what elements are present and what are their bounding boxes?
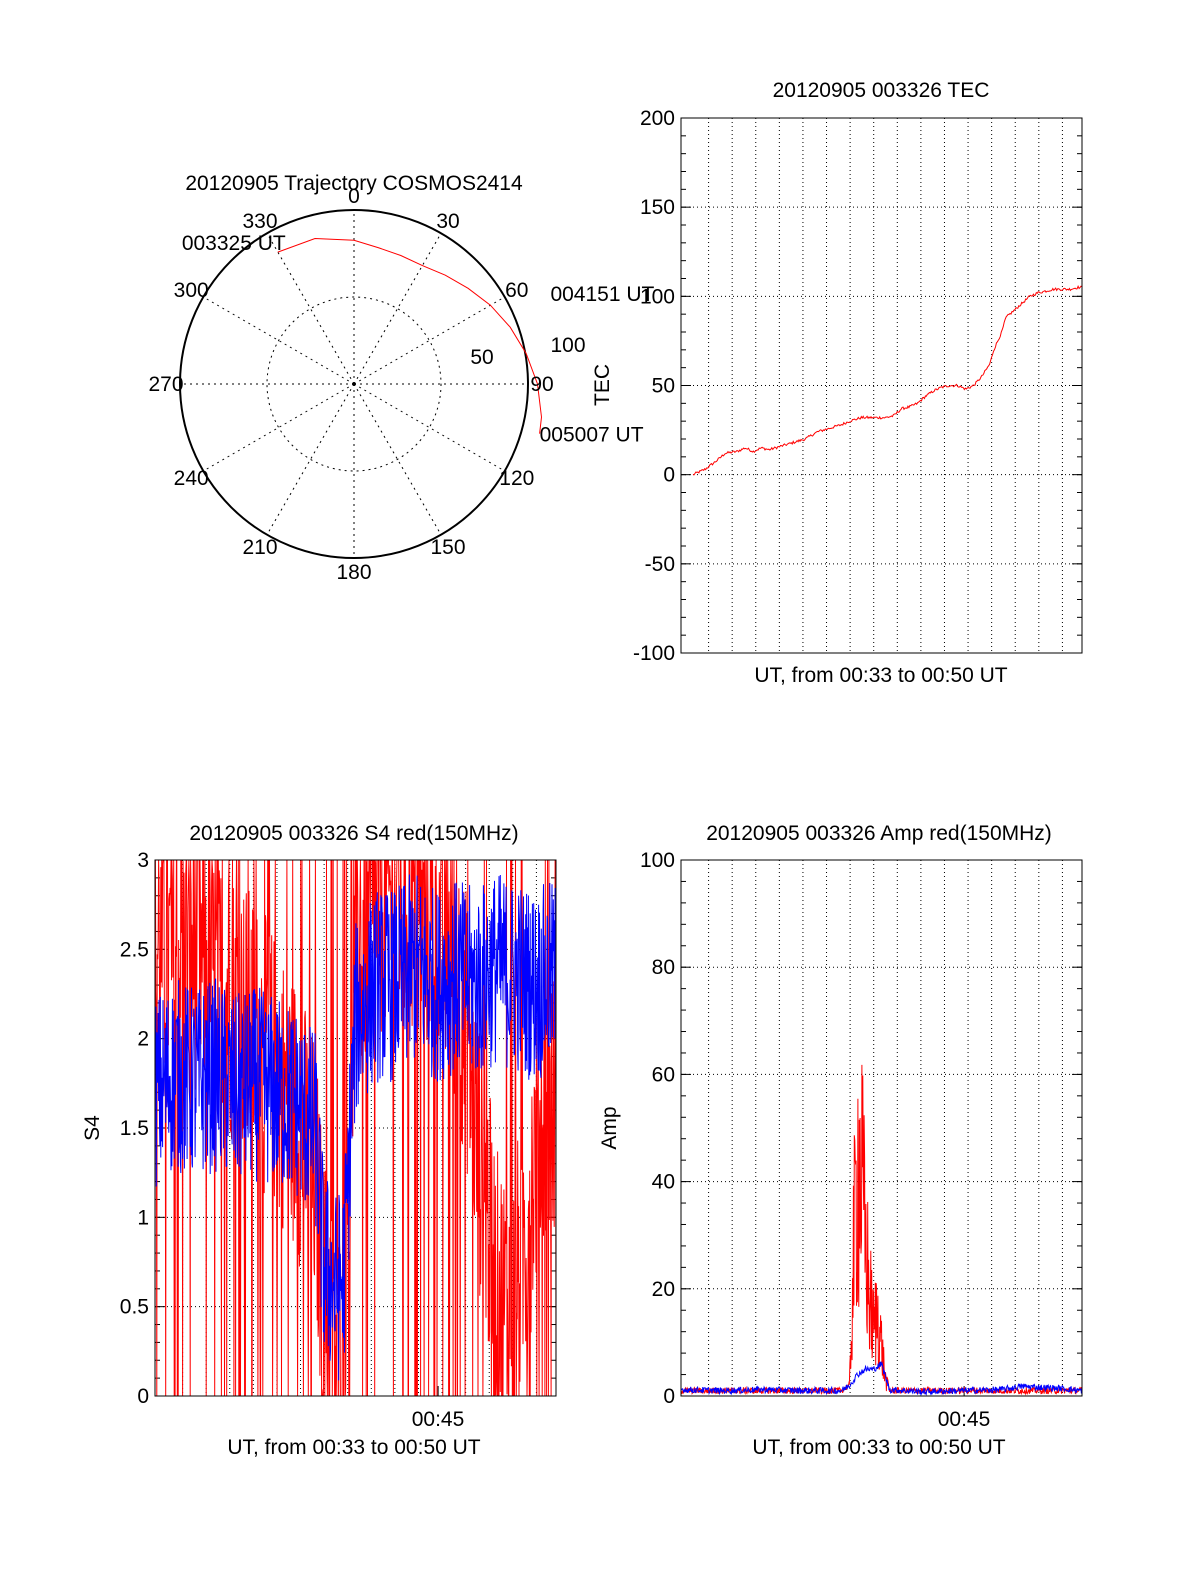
s4-frame — [154, 859, 557, 1397]
s4-ytick-label: 1.5 — [120, 1117, 149, 1140]
amp-title: 20120905 003326 Amp red(150MHz) — [706, 822, 1052, 845]
polar-spoke — [353, 296, 505, 385]
polar-labels: 0 30 60 90 120 150 180 210 240 270 300 330 50 100 0033… — [148, 185, 654, 584]
tec-ylabel: TEC — [591, 364, 614, 406]
s4-series — [154, 859, 557, 1397]
s4-ytick-label: 0.5 — [120, 1296, 149, 1319]
polar-spoke — [353, 383, 442, 535]
tec-xlabel: UT, from 00:33 to 00:50 UT — [754, 664, 1007, 687]
tec-title: 20120905 003326 TEC — [773, 79, 990, 102]
tec-ytick-label: 100 — [640, 285, 675, 308]
amp-grid — [681, 859, 1082, 1397]
tec-series-red — [692, 285, 1083, 476]
tec-ytick-label: 0 — [663, 464, 675, 487]
trajectory-polar-chart: 20120905 Trajectory COSMOS2414 0 30 60 90 12… — [148, 172, 654, 584]
s4-tick-labels: 0 0.5 1 1.5 2 2.5 3 — [120, 849, 149, 1408]
tec-tick-labels: -100 -50 0 50 100 150 200 — [633, 107, 675, 665]
tec-ytick-label: 200 — [640, 107, 675, 130]
polar-time-annotation: 003325 UT — [182, 232, 286, 255]
polar-angle-label: 210 — [242, 536, 277, 559]
polar-angle-label: 30 — [436, 210, 459, 233]
amp-ytick-label: 40 — [652, 1171, 675, 1194]
s4-xlabel: UT, from 00:33 to 00:50 UT — [227, 1436, 480, 1459]
tec-ytick-label: 50 — [652, 375, 675, 398]
amp-ytick-label: 60 — [652, 1063, 675, 1086]
polar-spoke — [353, 383, 505, 472]
polar-spoke — [353, 233, 442, 385]
tec-ytick-label: -100 — [633, 642, 675, 665]
amp-xlabel: UT, from 00:33 to 00:50 UT — [752, 1436, 1005, 1459]
polar-inner-circle — [266, 296, 442, 472]
s4-xtick-label: 00:45 — [412, 1408, 465, 1431]
s4-series-blue — [154, 874, 557, 1381]
polar-angle-label: 0 — [348, 185, 360, 208]
s4-ytick-label: 2.5 — [120, 938, 149, 961]
polar-angle-label: 60 — [505, 279, 528, 302]
amp-xtick-label: 00:45 — [938, 1408, 991, 1431]
polar-angle-label: 270 — [148, 373, 183, 396]
amp-chart: 20120905 003326 Amp red(150MHz) 0 20 40 60 8… — [598, 822, 1083, 1459]
polar-radius-label: 50 — [470, 346, 493, 369]
amp-series-blue — [680, 1361, 1083, 1397]
tec-series — [692, 285, 1083, 476]
polar-angle-label: 120 — [499, 467, 534, 490]
s4-ytick-label: 1 — [137, 1206, 149, 1229]
polar-angle-label: 240 — [174, 467, 209, 490]
tec-chart: 20120905 003326 TEC -100-50050100150200 … — [591, 79, 1083, 687]
polar-angle-label: 180 — [336, 561, 371, 584]
polar-trajectory-line — [277, 237, 543, 434]
polar-time-annotation: 005007 UT — [540, 424, 644, 447]
s4-ytick-label: 0 — [137, 1385, 149, 1408]
polar-outer-circle — [179, 209, 529, 559]
polar-grid — [179, 209, 529, 559]
polar-radius-label: 100 — [550, 334, 585, 357]
amp-ylabel: Amp — [598, 1106, 621, 1149]
polar-angle-label: 300 — [174, 279, 209, 302]
amp-ytick-label: 20 — [652, 1278, 675, 1301]
polar-spoke — [266, 383, 355, 535]
amp-ytick-label: 100 — [640, 849, 675, 872]
amp-series-red — [680, 1064, 1083, 1396]
polar-series — [277, 237, 543, 434]
s4-ylabel: S4 — [81, 1115, 104, 1141]
amp-ytick-label: 0 — [663, 1385, 675, 1408]
polar-angle-label: 150 — [430, 536, 465, 559]
polar-angle-label: 90 — [530, 373, 553, 396]
tec-ytick-label: 150 — [640, 196, 675, 219]
polar-spoke — [266, 233, 355, 385]
polar-title: 20120905 Trajectory COSMOS2414 — [185, 172, 523, 195]
polar-spoke — [203, 296, 355, 385]
amp-series — [680, 1064, 1083, 1397]
s4-series-red — [154, 859, 557, 1397]
tec-ytick-label: -50 — [645, 553, 675, 576]
s4-ytick-label: 2 — [137, 1028, 149, 1051]
tec-grid — [681, 117, 1082, 654]
amp-ytick-label: 80 — [652, 956, 675, 979]
polar-angle-label: 330 — [242, 210, 277, 233]
amp-frame — [680, 859, 1083, 1397]
s4-ytick-label: 3 — [137, 849, 149, 872]
s4-title: 20120905 003326 S4 red(150MHz) — [189, 822, 518, 845]
amp-tick-labels: 0 20 40 60 80 100 — [640, 849, 675, 1408]
s4-chart: 20120905 003326 S4 red(150MHz) 0 0.5 1 1.5 2… — [81, 822, 557, 1459]
polar-spoke — [203, 383, 355, 472]
tec-frame — [680, 117, 1083, 654]
polar-time-annotation: 004151 UT — [550, 283, 654, 306]
